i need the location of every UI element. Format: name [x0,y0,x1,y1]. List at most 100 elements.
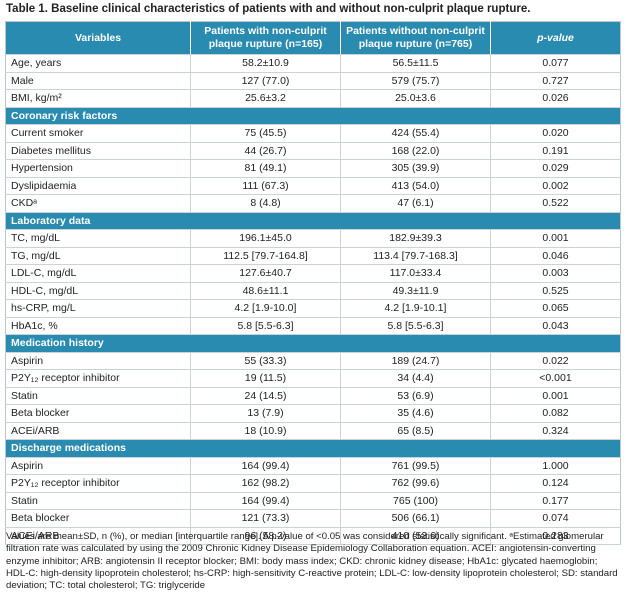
row-label: Hypertension [5,159,191,178]
cell: 0.026 [490,89,621,108]
cell: 5.8 [5.5-6.3] [340,317,491,335]
row-label: Current smoker [5,124,191,143]
cell: 196.1±45.0 [190,229,341,248]
cell: 58.2±10.9 [190,54,341,73]
cell: 0.177 [490,492,621,510]
table-row: Beta blocker 13 (7.9) 35 (4.6) 0.082 [5,404,621,423]
table: Variables Patients with non-culprit plaqu… [5,21,621,545]
section-title: Medication history [5,334,621,353]
section-row: Medication history [5,334,621,353]
cell: 0.727 [490,72,621,90]
row-label: Statin [5,387,191,405]
cell: 168 (22.0) [340,142,491,160]
cell: 0.046 [490,247,621,265]
table-row: BMI, kg/m² 25.6±3.2 25.0±3.6 0.026 [5,89,621,108]
cell: 4.2 [1.9-10.0] [190,299,341,318]
row-label: HDL-C, mg/dL [5,282,191,300]
row-label: Beta blocker [5,509,191,528]
cell: 0.029 [490,159,621,178]
row-label: Beta blocker [5,404,191,423]
row-label: ACEi/ARB [5,527,191,545]
table-title: Table 1. Baseline clinical characteristi… [6,3,531,15]
table-row: Hypertension 81 (49.1) 305 (39.9) 0.029 [5,159,621,178]
row-label: LDL-C, mg/dL [5,264,191,283]
cell: 413 (54.0) [340,177,491,195]
cell: 127 (77.0) [190,72,341,90]
cell: 34 (4.4) [340,369,491,388]
cell: 1.000 [490,457,621,475]
table-row: Aspirin 164 (99.4) 761 (99.5) 1.000 [5,457,621,475]
table-row: ACEi/ARB 18 (10.9) 65 (8.5) 0.324 [5,422,621,440]
cell: 117.0±33.4 [340,264,491,283]
table-row: ACEi/ARB 96 (58.2) 410 (53.6) 0.283 [5,527,621,545]
cell: 410 (53.6) [340,527,491,545]
cell: 761 (99.5) [340,457,491,475]
row-label: Aspirin [5,457,191,475]
table-row: Age, years 58.2±10.9 56.5±11.5 0.077 [5,54,621,73]
cell: 0.043 [490,317,621,335]
cell: 762 (99.6) [340,474,491,493]
section-row: Coronary risk factors [5,107,621,125]
cell: 506 (66.1) [340,509,491,528]
cell: 162 (98.2) [190,474,341,493]
cell: 112.5 [79.7-164.8] [190,247,341,265]
cell: 0.124 [490,474,621,493]
cell: 0.001 [490,229,621,248]
cell: 8 (4.8) [190,194,341,213]
cell: 0.003 [490,264,621,283]
row-label: P2Y₁₂ receptor inhibitor [5,369,191,388]
cell: 81 (49.1) [190,159,341,178]
cell: 0.074 [490,509,621,528]
cell: 25.0±3.6 [340,89,491,108]
cell: 25.6±3.2 [190,89,341,108]
cell: 65 (8.5) [340,422,491,440]
cell: 96 (58.2) [190,527,341,545]
section-row: Discharge medications [5,439,621,458]
cell: 0.191 [490,142,621,160]
row-label: Male [5,72,191,90]
table-row: Diabetes mellitus 44 (26.7) 168 (22.0) 0.19… [5,142,621,160]
row-label: CKDᵃ [5,194,191,213]
row-label: BMI, kg/m² [5,89,191,108]
cell: 113.4 [79.7-168.3] [340,247,491,265]
table-row: P2Y₁₂ receptor inhibitor 162 (98.2) 762 (9… [5,474,621,493]
cell: 24 (14.5) [190,387,341,405]
table-row: HDL-C, mg/dL 48.6±11.1 49.3±11.9 0.525 [5,282,621,300]
cell: 75 (45.5) [190,124,341,143]
cell: 121 (73.3) [190,509,341,528]
table-row: Statin 24 (14.5) 53 (6.9) 0.001 [5,387,621,405]
row-label: Aspirin [5,352,191,370]
cell: 0.065 [490,299,621,318]
cell: 0.324 [490,422,621,440]
row-label: HbA1c, % [5,317,191,335]
cell: 164 (99.4) [190,492,341,510]
cell: 0.022 [490,352,621,370]
cell: 305 (39.9) [340,159,491,178]
column-header: p-value [490,21,621,55]
section-title: Coronary risk factors [5,107,621,125]
cell: 56.5±11.5 [340,54,491,73]
cell: 424 (55.4) [340,124,491,143]
cell: 0.020 [490,124,621,143]
cell: 0.525 [490,282,621,300]
column-header: Patients with non-culprit plaque rupture… [190,21,341,55]
cell: 53 (6.9) [340,387,491,405]
row-label: TG, mg/dL [5,247,191,265]
row-label: P2Y₁₂ receptor inhibitor [5,474,191,493]
table-row: CKDᵃ 8 (4.8) 47 (6.1) 0.522 [5,194,621,213]
table-row: hs-CRP, mg/L 4.2 [1.9-10.0] 4.2 [1.9-10.1]… [5,299,621,318]
footnote: Values are mean±SD, n (%), or median [in… [6,531,618,592]
cell: 4.2 [1.9-10.1] [340,299,491,318]
cell: 0.522 [490,194,621,213]
cell: 0.082 [490,404,621,423]
table-row: HbA1c, % 5.8 [5.5-6.3] 5.8 [5.5-6.3] 0.043 [5,317,621,335]
cell: 55 (33.3) [190,352,341,370]
row-label: Statin [5,492,191,510]
cell: 579 (75.7) [340,72,491,90]
section-row: Laboratory data [5,212,621,230]
table-row: TC, mg/dL 196.1±45.0 182.9±39.3 0.001 [5,229,621,248]
cell: 48.6±11.1 [190,282,341,300]
row-label: Dyslipidaemia [5,177,191,195]
cell: 19 (11.5) [190,369,341,388]
